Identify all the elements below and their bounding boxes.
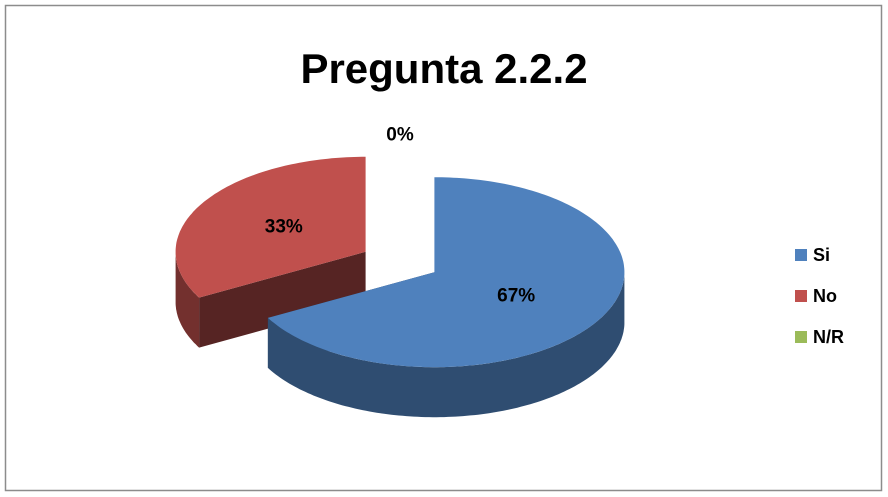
slice (267, 177, 625, 418)
legend-swatch (795, 331, 807, 343)
legend-label: N/R (813, 327, 844, 347)
legend-label: No (813, 286, 837, 306)
data-label: 33% (265, 217, 303, 238)
data-label: 67% (497, 285, 535, 306)
slice-top (175, 156, 366, 298)
slice-top (267, 177, 625, 368)
legend: Si No N/R (795, 245, 844, 347)
data-label: 0% (386, 125, 414, 146)
slice-face (199, 251, 366, 348)
legend-swatch (795, 290, 807, 302)
slice (175, 156, 366, 348)
legend-label: Si (813, 245, 830, 265)
chart-title: Pregunta 2.2.2 (300, 45, 587, 92)
legend-swatch (795, 249, 807, 261)
pie: 67% 33% 0% (175, 125, 625, 418)
slice-side (175, 251, 200, 348)
slice-side (267, 272, 625, 418)
